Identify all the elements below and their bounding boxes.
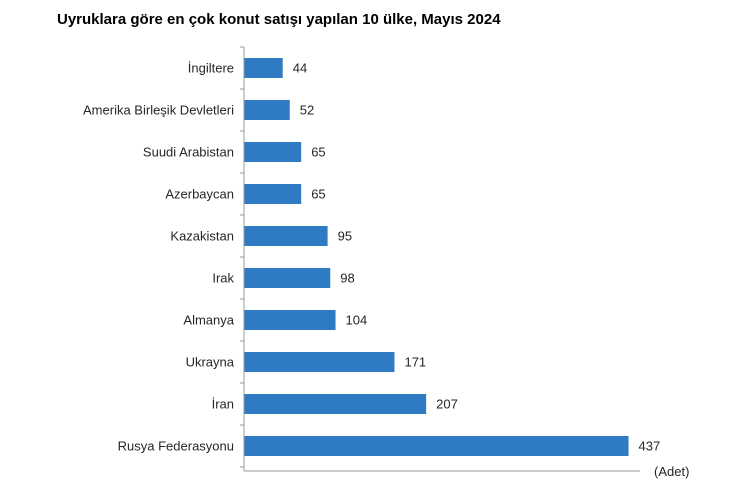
data-label: 171 bbox=[404, 355, 426, 370]
bar-3 bbox=[244, 142, 302, 162]
data-label: 44 bbox=[293, 61, 307, 76]
data-label: 437 bbox=[639, 439, 661, 454]
category-label: İngiltere bbox=[188, 61, 234, 76]
category-label: Kazakistan bbox=[170, 229, 234, 244]
data-label: 65 bbox=[311, 145, 325, 160]
chart-title: Uyruklara göre en çok konut satışı yapıl… bbox=[57, 11, 501, 28]
bar-9 bbox=[244, 394, 427, 414]
bar-5 bbox=[244, 226, 328, 246]
data-label: 104 bbox=[346, 313, 368, 328]
category-label: Suudi Arabistan bbox=[143, 145, 234, 160]
category-label: Azerbaycan bbox=[165, 187, 234, 202]
bars-group: İngiltere 44 Amerika Birleşik Devletleri 52… bbox=[83, 58, 660, 456]
bar-4 bbox=[244, 184, 302, 204]
data-label: 207 bbox=[436, 397, 458, 412]
category-label: Almanya bbox=[183, 313, 234, 328]
data-label: 98 bbox=[340, 271, 354, 286]
category-label: Amerika Birleşik Devletleri bbox=[83, 103, 234, 118]
category-label: Ukrayna bbox=[186, 355, 235, 370]
bar-7 bbox=[244, 310, 336, 330]
bar-1 bbox=[244, 58, 283, 78]
axis-group bbox=[240, 46, 640, 472]
unit-label: (Adet) bbox=[654, 464, 689, 479]
data-label: 52 bbox=[300, 103, 314, 118]
bar-6 bbox=[244, 268, 331, 288]
data-label: 95 bbox=[338, 229, 352, 244]
bar-8 bbox=[244, 352, 395, 372]
category-label: İran bbox=[212, 397, 234, 412]
category-label: Rusya Federasyonu bbox=[118, 439, 234, 454]
bar-10 bbox=[244, 436, 629, 456]
category-label: Irak bbox=[212, 271, 234, 286]
bar-2 bbox=[244, 100, 290, 120]
data-label: 65 bbox=[311, 187, 325, 202]
